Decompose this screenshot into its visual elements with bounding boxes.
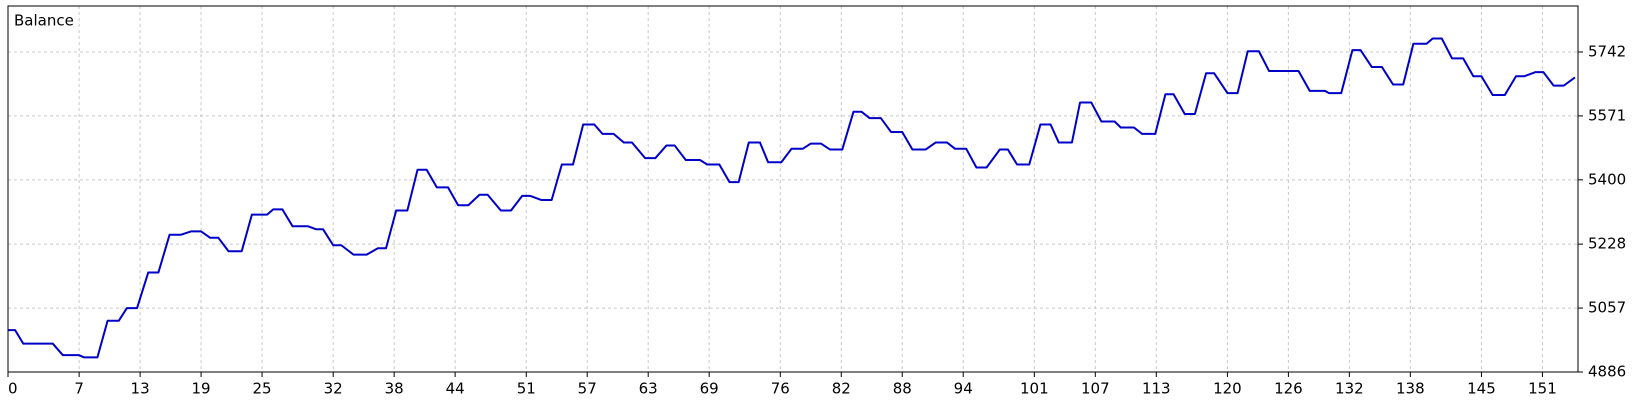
x-tick-label: 138 xyxy=(1396,380,1425,398)
x-tick-label: 88 xyxy=(893,380,912,398)
x-tick-label: 44 xyxy=(446,380,465,398)
x-tick-label: 107 xyxy=(1081,380,1110,398)
chart-title: Balance xyxy=(14,12,74,30)
x-tick-label: 126 xyxy=(1274,380,1303,398)
y-tick-label: 5400 xyxy=(1588,170,1626,188)
y-tick-label: 5742 xyxy=(1588,42,1626,60)
x-tick-label: 38 xyxy=(385,380,404,398)
x-tick-label: 132 xyxy=(1335,380,1364,398)
x-tick-label: 0 xyxy=(8,380,18,398)
x-tick-label: 76 xyxy=(771,380,790,398)
x-tick-label: 57 xyxy=(578,380,597,398)
x-tick-label: 120 xyxy=(1213,380,1242,398)
x-tick-label: 7 xyxy=(74,380,84,398)
plot xyxy=(8,37,1576,359)
x-tick-label: 69 xyxy=(700,380,719,398)
grid xyxy=(7,6,1578,373)
x-tick-label: 145 xyxy=(1467,380,1496,398)
x-tick-label: 151 xyxy=(1528,380,1557,398)
x-tick-label: 19 xyxy=(192,380,211,398)
x-tick-label: 101 xyxy=(1020,380,1049,398)
x-tick-label: 25 xyxy=(252,380,271,398)
y-tick-label: 4886 xyxy=(1588,363,1626,381)
x-tick-label: 63 xyxy=(639,380,658,398)
x-tick-label: 51 xyxy=(517,380,536,398)
y-tick-label: 5228 xyxy=(1588,235,1626,253)
balance-line xyxy=(8,37,1576,359)
x-tick-label: 113 xyxy=(1142,380,1171,398)
y-tick-label: 5057 xyxy=(1588,299,1626,317)
x-tick-label: 32 xyxy=(324,380,343,398)
plot-border xyxy=(7,5,1579,373)
y-tick-label: 5571 xyxy=(1588,106,1626,124)
x-tick-label: 82 xyxy=(832,380,851,398)
x-tick-label: 94 xyxy=(954,380,973,398)
x-tick-label: 13 xyxy=(131,380,150,398)
